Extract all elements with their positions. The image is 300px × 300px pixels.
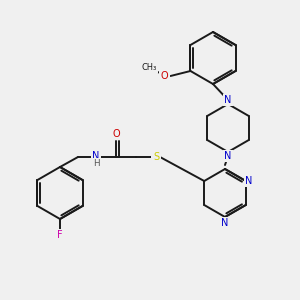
Text: O: O <box>161 71 168 81</box>
Text: N: N <box>224 151 232 161</box>
Text: CH₃: CH₃ <box>142 62 157 71</box>
Text: N: N <box>245 176 253 186</box>
Text: S: S <box>153 152 159 162</box>
Text: N: N <box>92 151 100 161</box>
Text: N: N <box>221 218 229 228</box>
Text: F: F <box>57 230 63 240</box>
Text: H: H <box>93 160 99 169</box>
Text: N: N <box>224 95 232 105</box>
Text: O: O <box>112 129 120 139</box>
